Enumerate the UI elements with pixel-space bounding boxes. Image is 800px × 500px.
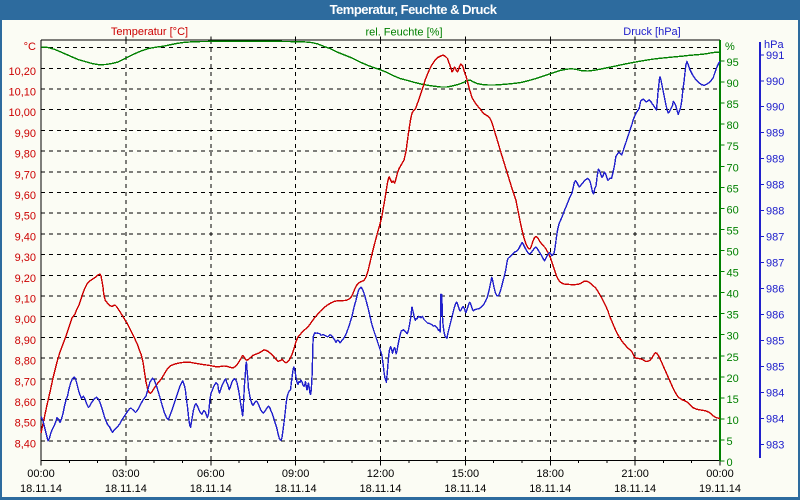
svg-text:9,30: 9,30 (15, 252, 36, 264)
svg-text:8,80: 8,80 (15, 356, 36, 368)
svg-text:18.11.14: 18.11.14 (444, 483, 486, 495)
svg-text:987: 987 (766, 232, 784, 244)
svg-text:10: 10 (727, 415, 739, 427)
svg-text:8,50: 8,50 (15, 418, 36, 430)
svg-text:9,50: 9,50 (15, 211, 36, 223)
svg-text:20: 20 (727, 373, 739, 385)
svg-text:985: 985 (766, 361, 784, 373)
svg-text:987: 987 (766, 258, 784, 270)
svg-text:75: 75 (727, 141, 739, 153)
svg-text:09:00: 09:00 (282, 468, 310, 480)
svg-text:%: % (725, 41, 735, 53)
svg-text:988: 988 (766, 180, 784, 192)
svg-text:8,90: 8,90 (15, 335, 36, 347)
svg-text:18.11.14: 18.11.14 (614, 483, 656, 495)
svg-text:65: 65 (727, 183, 739, 195)
svg-text:18.11.14: 18.11.14 (20, 483, 62, 495)
svg-text:991: 991 (766, 50, 784, 62)
svg-text:hPa: hPa (764, 39, 784, 51)
svg-text:00:00: 00:00 (706, 468, 734, 480)
svg-text:9,90: 9,90 (15, 128, 36, 140)
svg-text:18.11.14: 18.11.14 (190, 483, 232, 495)
svg-text:986: 986 (766, 284, 784, 296)
svg-text:80: 80 (727, 120, 739, 132)
svg-text:45: 45 (727, 268, 739, 280)
svg-text:90: 90 (727, 78, 739, 90)
svg-text:9,60: 9,60 (15, 190, 36, 202)
svg-text:18:00: 18:00 (536, 468, 564, 480)
svg-text:984: 984 (766, 413, 784, 425)
svg-text:60: 60 (727, 204, 739, 216)
svg-text:989: 989 (766, 154, 784, 166)
svg-text:12:00: 12:00 (367, 468, 395, 480)
svg-text:9,40: 9,40 (15, 231, 36, 243)
svg-text:Temperatur, Feuchte & Druck: Temperatur, Feuchte & Druck (330, 2, 498, 17)
svg-text:18.11.14: 18.11.14 (529, 483, 571, 495)
svg-text:70: 70 (727, 162, 739, 174)
svg-text:18.11.14: 18.11.14 (105, 483, 147, 495)
svg-text:06:00: 06:00 (197, 468, 225, 480)
svg-text:15: 15 (727, 394, 739, 406)
svg-text:18.11.14: 18.11.14 (275, 483, 317, 495)
svg-text:8,40: 8,40 (15, 438, 36, 450)
svg-text:00:00: 00:00 (27, 468, 55, 480)
svg-text:989: 989 (766, 128, 784, 140)
svg-text:55: 55 (727, 225, 739, 237)
svg-text:986: 986 (766, 310, 784, 322)
svg-text:85: 85 (727, 99, 739, 111)
svg-text:10,00: 10,00 (8, 107, 36, 119)
svg-text:Temperatur [°C]: Temperatur [°C] (111, 26, 188, 38)
svg-text:9,80: 9,80 (15, 149, 36, 161)
svg-text:985: 985 (766, 336, 784, 348)
svg-text:40: 40 (727, 289, 739, 301)
svg-text:rel. Feuchte [%]: rel. Feuchte [%] (365, 27, 442, 39)
svg-text:18.11.14: 18.11.14 (359, 483, 401, 495)
svg-text:19.11.14: 19.11.14 (699, 483, 741, 495)
svg-text:9,00: 9,00 (15, 314, 36, 326)
svg-text:5: 5 (727, 436, 733, 448)
svg-text:15:00: 15:00 (452, 468, 480, 480)
svg-text:983: 983 (766, 439, 784, 451)
svg-text:50: 50 (727, 247, 739, 259)
svg-text:10,10: 10,10 (8, 87, 36, 99)
svg-text:35: 35 (727, 310, 739, 322)
svg-text:03:00: 03:00 (112, 468, 140, 480)
svg-text:984: 984 (766, 387, 784, 399)
svg-text:Druck [hPa]: Druck [hPa] (623, 26, 680, 38)
svg-text:9,10: 9,10 (15, 294, 36, 306)
svg-text:9,20: 9,20 (15, 273, 36, 285)
svg-text:0: 0 (727, 457, 733, 469)
svg-text:9,70: 9,70 (15, 169, 36, 181)
svg-text:25: 25 (727, 352, 739, 364)
svg-text:°C: °C (24, 41, 36, 53)
svg-text:8,60: 8,60 (15, 397, 36, 409)
svg-text:990: 990 (766, 76, 784, 88)
svg-text:990: 990 (766, 102, 784, 114)
svg-text:95: 95 (727, 57, 739, 69)
svg-text:30: 30 (727, 331, 739, 343)
svg-text:8,70: 8,70 (15, 376, 36, 388)
svg-text:21:00: 21:00 (621, 468, 649, 480)
svg-text:10,20: 10,20 (8, 66, 36, 78)
svg-text:988: 988 (766, 206, 784, 218)
